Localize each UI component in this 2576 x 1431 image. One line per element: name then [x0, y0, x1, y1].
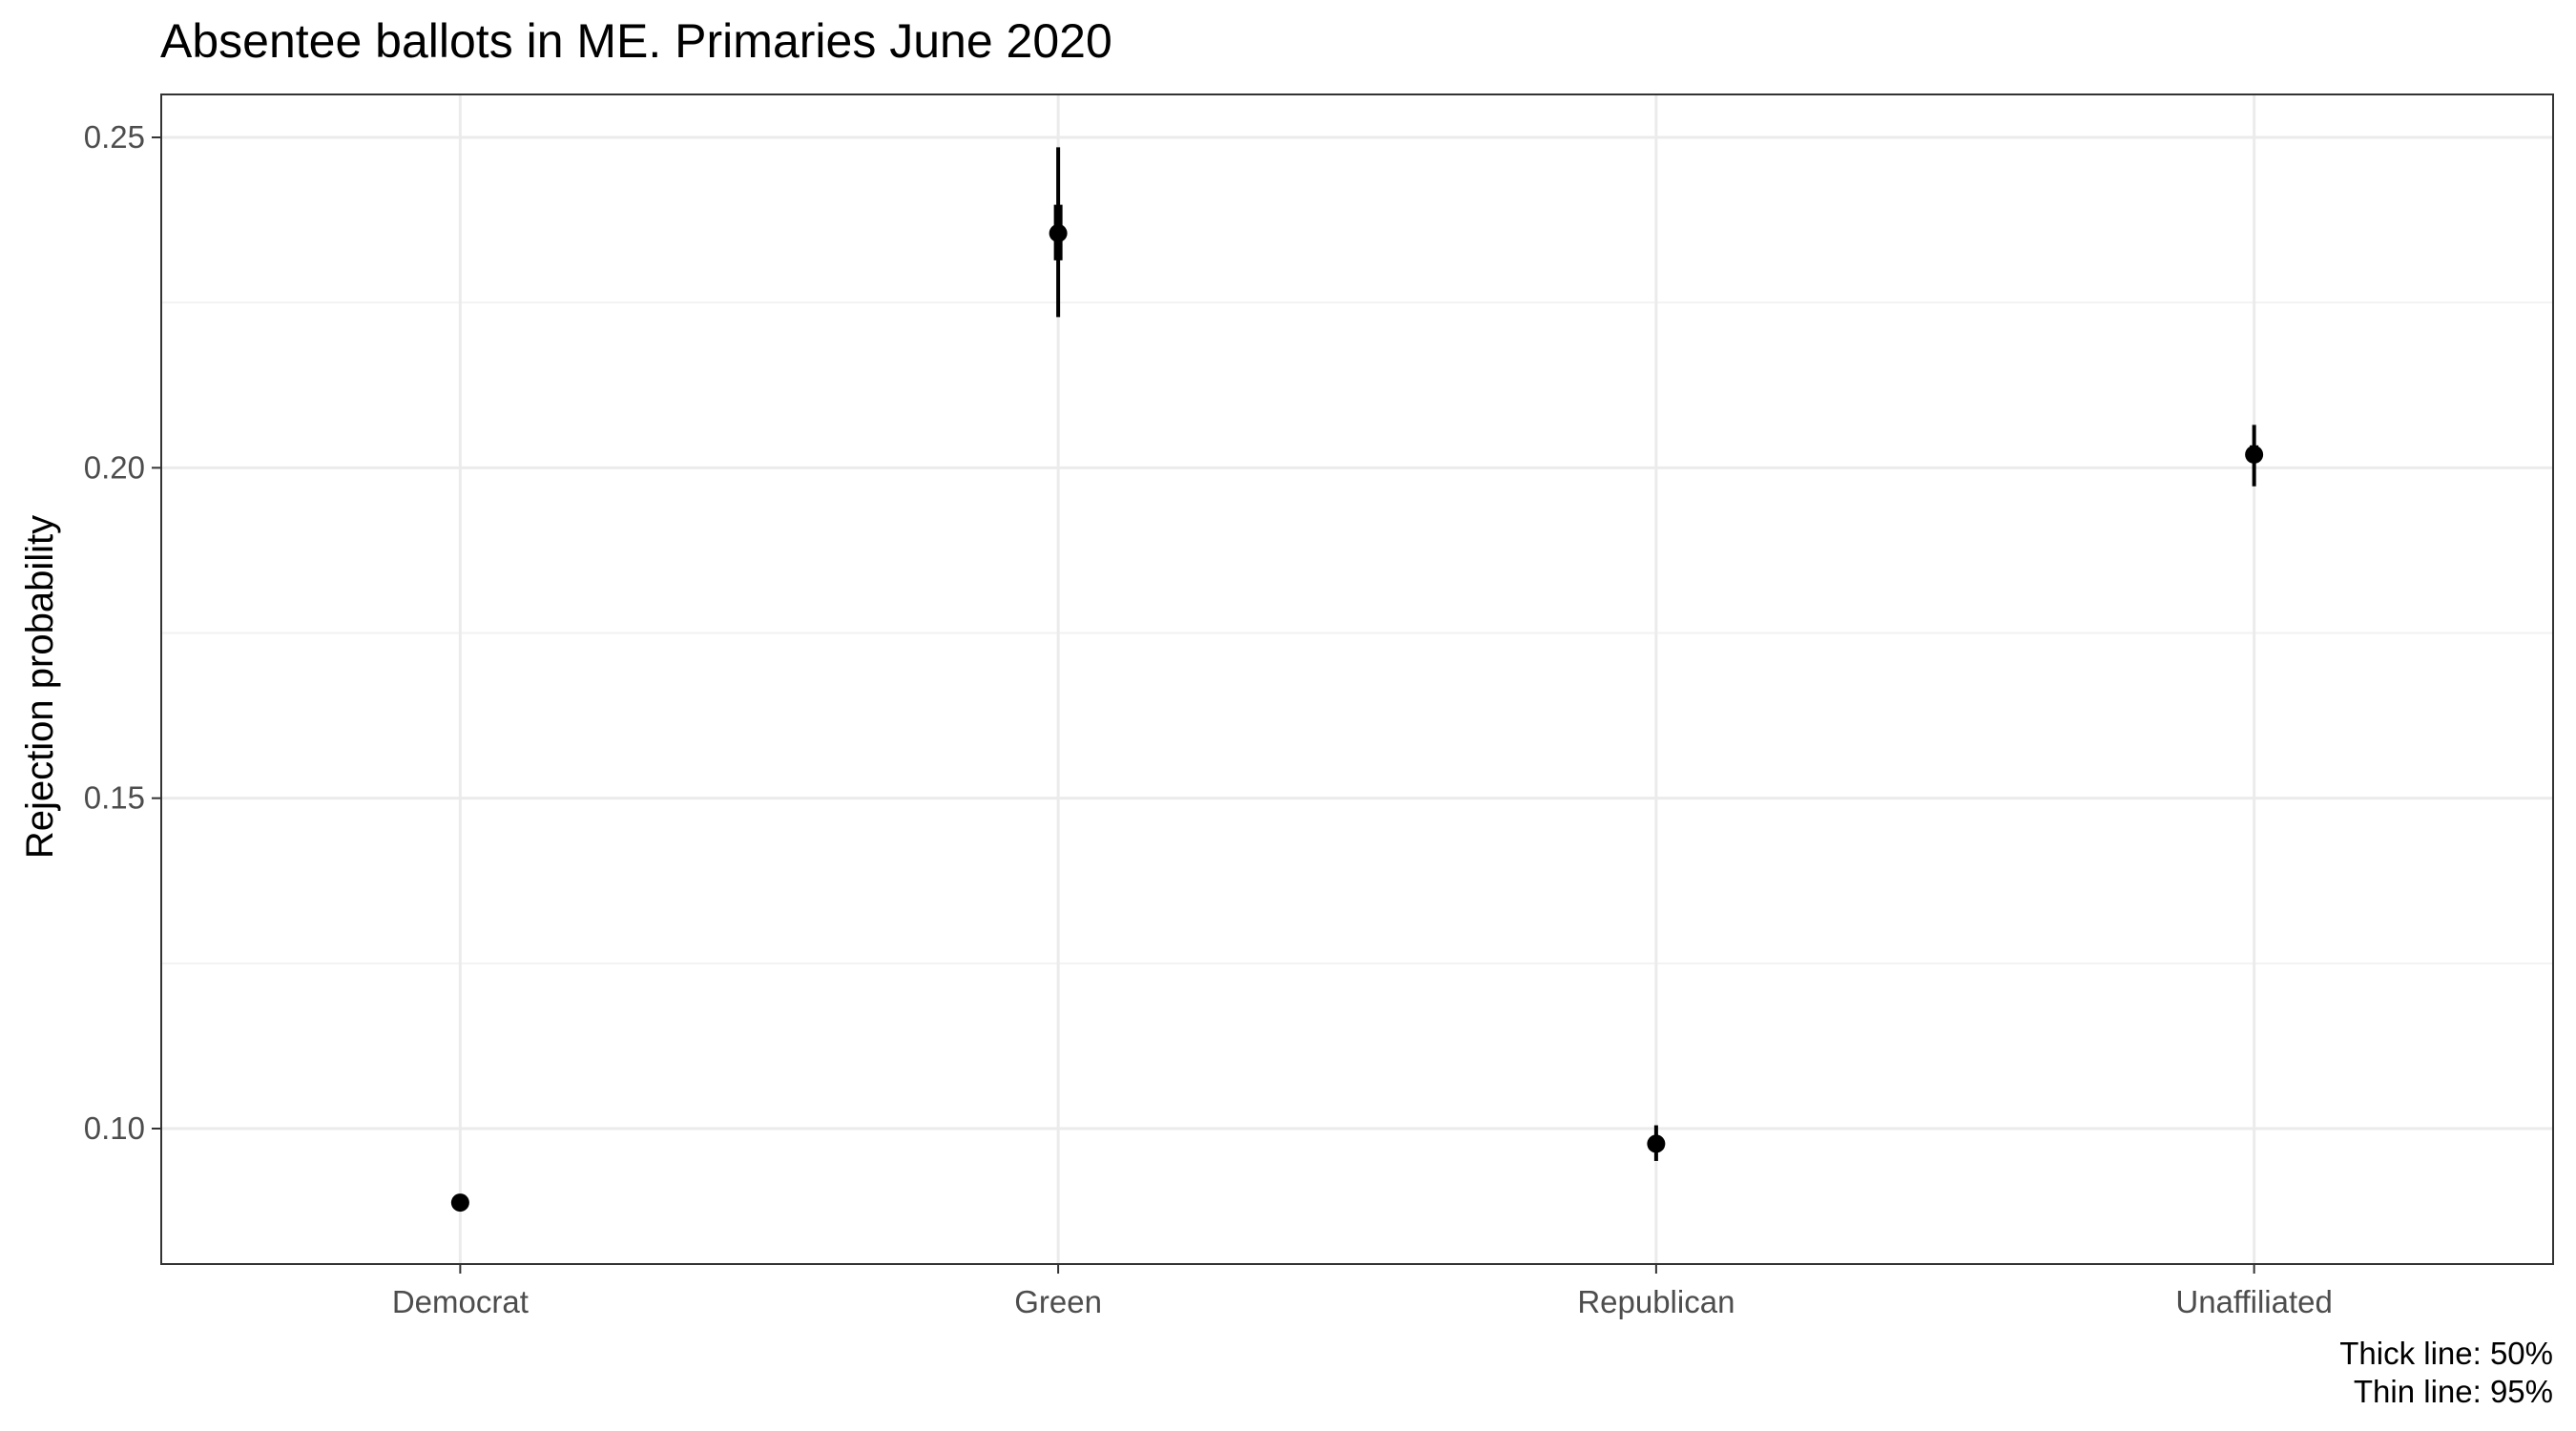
grid [161, 94, 2553, 1264]
x-axis: Democrat Green Republican Unaffiliated [392, 1264, 2333, 1319]
panel-border [160, 93, 2554, 1265]
data-marks [450, 147, 2264, 1213]
y-tick-label: 0.15 [84, 780, 145, 816]
chart-title: Absentee ballots in ME. Primaries June 2… [160, 14, 1112, 68]
y-axis: 0.10 0.15 0.20 0.25 [84, 119, 161, 1146]
point-estimate [2245, 445, 2264, 464]
caption-line-2: Thin line: 95% [2354, 1374, 2553, 1409]
y-tick-label: 0.20 [84, 449, 145, 485]
x-tick-label: Green [1014, 1284, 1102, 1319]
y-axis-title: Rejection probability [19, 515, 61, 859]
y-tick-label: 0.10 [84, 1110, 145, 1146]
x-tick-label: Democrat [392, 1284, 529, 1319]
x-tick-label: Republican [1577, 1284, 1735, 1319]
point-estimate [450, 1193, 469, 1213]
x-tick-label: Unaffiliated [2175, 1284, 2333, 1319]
point-estimate [1049, 223, 1068, 242]
y-tick-label: 0.25 [84, 119, 145, 155]
point-estimate [1647, 1134, 1666, 1153]
caption-line-1: Thick line: 50% [2339, 1336, 2553, 1371]
